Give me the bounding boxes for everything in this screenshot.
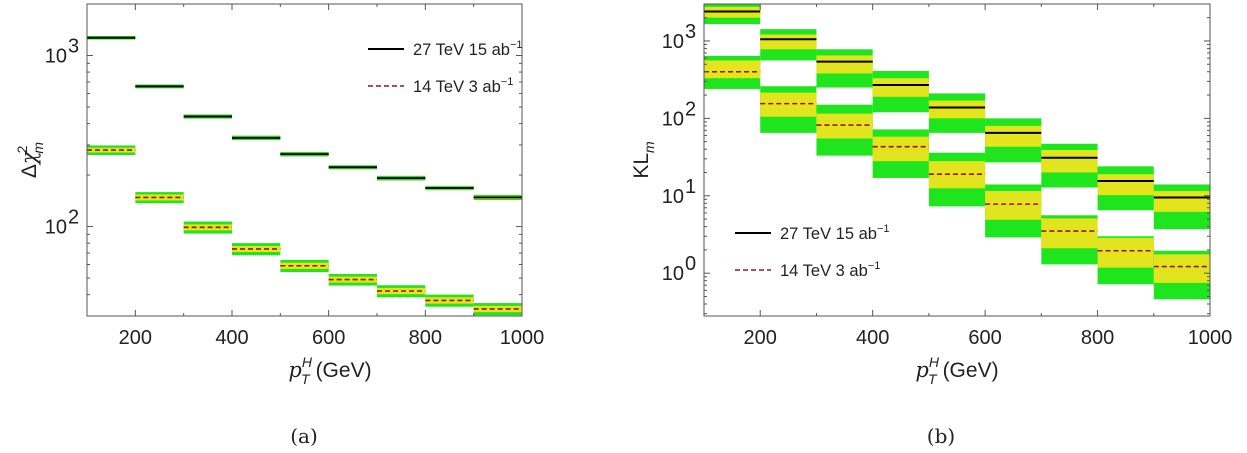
plot-frame-b — [703, 3, 1211, 317]
x-tick-label-b-600: 600 — [968, 327, 1001, 349]
legend-b-label-14: 14 TeV 3 ab−1 — [780, 260, 880, 280]
band-inner-b-27-1 — [760, 34, 817, 50]
lines-a — [87, 36, 522, 310]
legend-a: 27 TeV 15 ab−1 14 TeV 3 ab−1 — [368, 39, 523, 96]
x-tick-label-a-600: 600 — [312, 327, 345, 349]
x-axis-title-a: pH T (GeV) — [288, 354, 371, 387]
band-inner-b-14-6 — [1041, 218, 1098, 249]
band-inner-b-14-3 — [872, 136, 929, 162]
y-tick-label-a-1000: 10 — [45, 45, 67, 67]
band-inner-b-14-5 — [985, 191, 1042, 220]
legend-a-label-14: 14 TeV 3 ab−1 — [413, 76, 513, 96]
caption-a: (a) — [290, 424, 318, 448]
x-tick-label-b-800: 800 — [1081, 327, 1114, 349]
y-axis-title-a-sub: m — [30, 142, 46, 154]
band-inner-b-27-5 — [985, 125, 1042, 147]
y-tick-exp-a-100: 2 — [68, 207, 79, 229]
y-tick-exp-a-1000: 3 — [68, 35, 79, 57]
y-axis-title-a-sup: 2 — [14, 145, 30, 153]
x-tick-label-a-1000: 1000 — [500, 327, 545, 349]
y-tick-exp-b-100: 2 — [685, 98, 696, 120]
x-tick-label-b-400: 400 — [856, 327, 889, 349]
band-inner-b-14-1 — [760, 92, 817, 117]
band-inner-b-14-7 — [1097, 237, 1154, 268]
x-tick-label-a-200: 200 — [119, 327, 152, 349]
legend-b: 27 TeV 15 ab−1 14 TeV 3 ab−1 — [735, 223, 890, 280]
band-inner-b-27-8 — [1153, 191, 1210, 212]
band-inner-b-14-2 — [816, 113, 873, 139]
x-tick-label-b-200: 200 — [744, 327, 777, 349]
band-inner-b-14-8 — [1153, 254, 1210, 283]
band-inner-b-27-2 — [816, 55, 873, 74]
bands-b — [704, 4, 1210, 300]
y-tick-exp-b-10: 1 — [685, 176, 696, 198]
x-tick-label-a-800: 800 — [409, 327, 442, 349]
y-axis-title-a-delta: Δ — [18, 164, 41, 178]
legend-a-label-27: 27 TeV 15 ab−1 — [413, 39, 523, 59]
band-inner-b-14-0 — [704, 60, 761, 79]
x-tick-label-a-400: 400 — [215, 327, 248, 349]
band-inner-b-27-6 — [1041, 150, 1098, 173]
y-axis-title-a-chi: χ — [17, 150, 41, 166]
lines-b — [704, 10, 1210, 268]
y-tick-label-b-10: 10 — [662, 186, 684, 208]
band-inner-b-27-3 — [872, 78, 929, 97]
plot-frame-a — [86, 3, 523, 317]
y-axis-title-b: KLm — [630, 141, 657, 179]
y-tick-label-b-1000: 10 — [662, 31, 684, 53]
y-axis-title-a: Δχ2m — [14, 142, 46, 179]
y-tick-exp-b-1: 0 — [685, 253, 696, 275]
legend-b-label-27: 27 TeV 15 ab−1 — [780, 223, 890, 243]
band-inner-b-27-7 — [1097, 174, 1154, 196]
x-tick-label-b-1000: 1000 — [1188, 327, 1233, 349]
y-tick-label-b-100: 10 — [662, 108, 684, 130]
band-inner-b-27-4 — [928, 100, 986, 119]
caption-b: (b) — [927, 424, 955, 448]
y-tick-label-a-100: 10 — [45, 217, 67, 239]
x-axis-title-b: pH T (GeV) — [915, 354, 998, 387]
y-tick-exp-b-1000: 3 — [685, 21, 696, 43]
y-tick-label-b-1: 10 — [662, 263, 684, 285]
